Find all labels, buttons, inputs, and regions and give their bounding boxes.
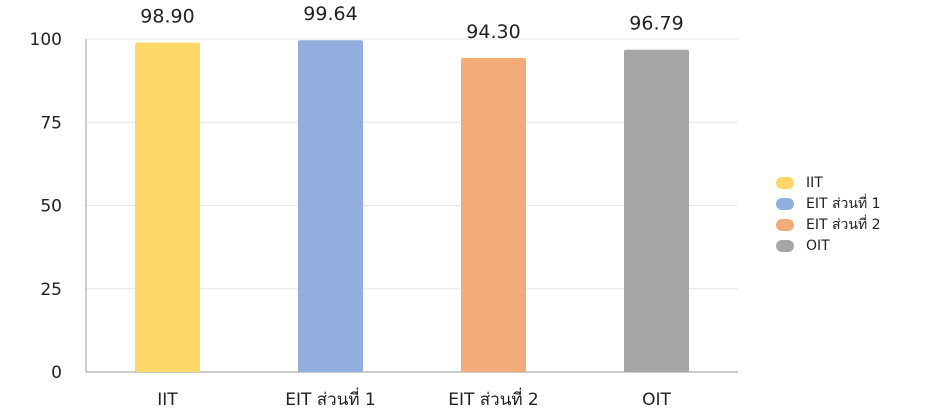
legend-item-iit: IIT xyxy=(776,172,881,193)
legend-label: EIT ส่วนที่ 1 xyxy=(806,195,881,212)
legend-label: OIT xyxy=(806,237,830,254)
bar xyxy=(461,57,526,373)
bar xyxy=(135,42,200,373)
legend-item-oit: OIT xyxy=(776,235,881,256)
y-tick-label: 25 xyxy=(40,280,62,300)
data-label: 94.30 xyxy=(466,21,520,43)
x-tick-label: EIT ส่วนที่ 2 xyxy=(448,387,539,410)
legend: IIT EIT ส่วนที่ 1 EIT ส่วนที่ 2 OIT xyxy=(776,172,881,256)
bar xyxy=(298,40,363,373)
y-tick-label: 50 xyxy=(40,197,62,217)
data-labels: 98.90 99.64 94.30 96.79 xyxy=(140,3,683,43)
data-label: 99.64 xyxy=(303,3,357,25)
legend-swatch xyxy=(776,218,794,231)
data-label: 96.79 xyxy=(629,13,683,35)
x-tick-label: IIT xyxy=(157,390,178,410)
legend-item-eit-1: EIT ส่วนที่ 1 xyxy=(776,193,881,214)
y-axis-ticks: 0 25 50 75 100 xyxy=(30,30,62,383)
y-tick-label: 100 xyxy=(30,30,62,50)
y-tick-label: 75 xyxy=(40,113,62,133)
legend-label: EIT ส่วนที่ 2 xyxy=(806,216,881,233)
x-tick-label: OIT xyxy=(642,390,671,410)
bar xyxy=(624,49,689,372)
legend-swatch xyxy=(776,176,794,189)
legend-item-eit-2: EIT ส่วนที่ 2 xyxy=(776,214,881,235)
x-tick-label: EIT ส่วนที่ 1 xyxy=(285,387,376,410)
legend-label: IIT xyxy=(806,174,823,191)
legend-swatch xyxy=(776,239,794,252)
x-axis-labels: IIT EIT ส่วนที่ 1 EIT ส่วนที่ 2 OIT xyxy=(157,387,671,410)
y-tick-label: 0 xyxy=(51,363,62,383)
bars xyxy=(135,40,689,373)
legend-swatch xyxy=(776,197,794,210)
data-label: 98.90 xyxy=(140,6,194,28)
